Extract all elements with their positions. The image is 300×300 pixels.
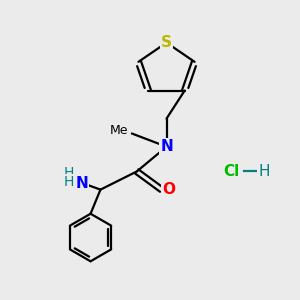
Text: O: O	[162, 182, 175, 197]
Text: S: S	[161, 35, 172, 50]
Text: N: N	[76, 176, 89, 191]
Text: H: H	[258, 164, 270, 179]
Text: H: H	[64, 175, 74, 189]
Text: Cl: Cl	[223, 164, 239, 179]
Text: H: H	[64, 166, 74, 180]
Text: N: N	[160, 139, 173, 154]
Text: Me: Me	[110, 124, 128, 137]
